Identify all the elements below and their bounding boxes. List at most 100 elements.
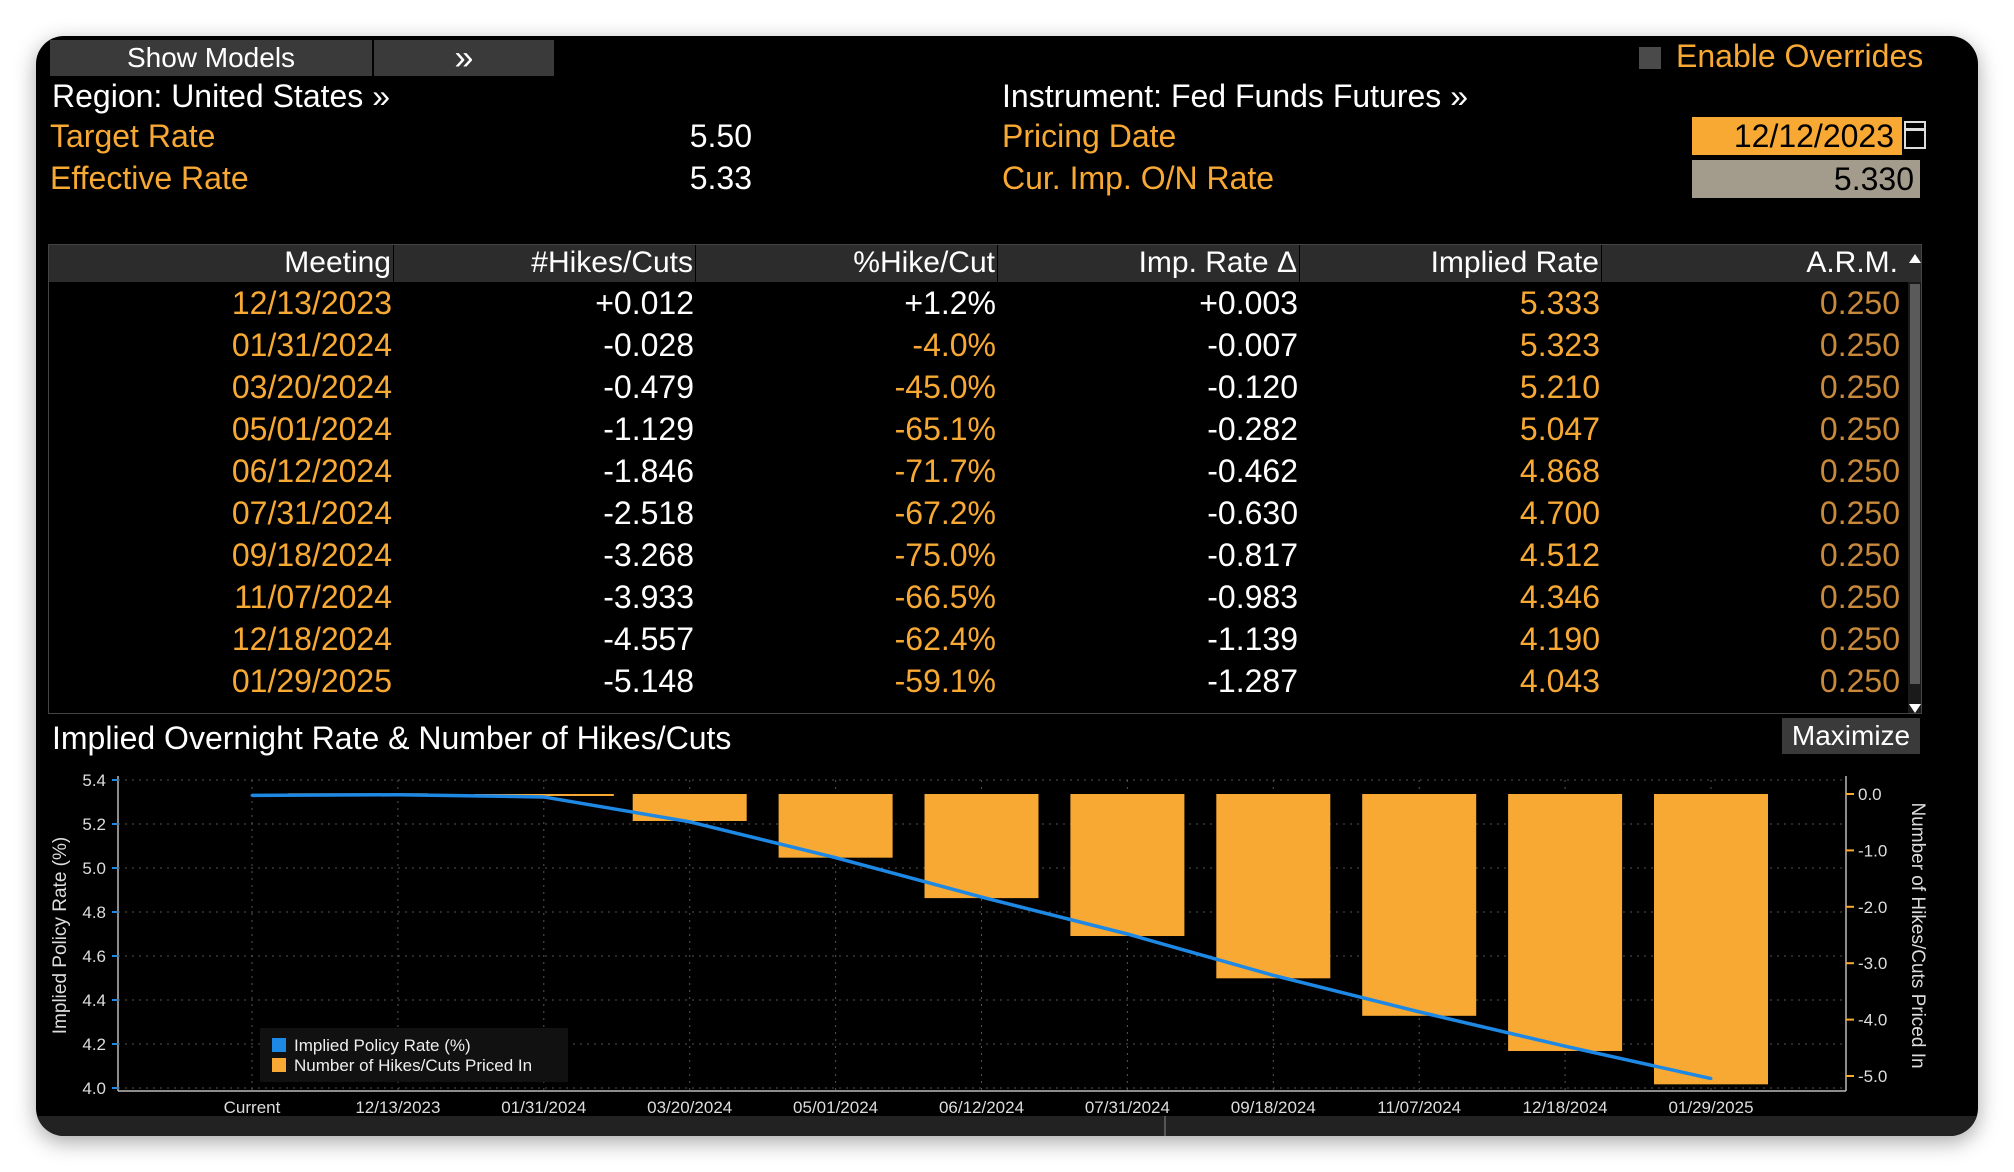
arm-value: 0.250	[1819, 285, 1900, 321]
scroll-up-icon[interactable]	[1909, 254, 1921, 263]
table-row[interactable]: 11/07/2024 -3.933 -66.5% -0.983 4.346 0.…	[48, 576, 1908, 618]
x-tick-label: 05/01/2024	[793, 1098, 878, 1116]
cur-imp-rate-field[interactable]: 5.330	[1692, 160, 1920, 198]
pricing-date-field[interactable]: 12/12/2023	[1692, 117, 1902, 155]
table-row[interactable]: 01/31/2024 -0.028 -4.0% -0.007 5.323 0.2…	[48, 324, 1908, 366]
region-selector[interactable]: Region: United States »	[52, 78, 390, 114]
scroll-down-icon[interactable]	[1909, 704, 1921, 713]
table-row[interactable]: 09/18/2024 -3.268 -75.0% -0.817 4.512 0.…	[48, 534, 1908, 576]
x-tick-label: 11/07/2024	[1377, 1098, 1461, 1116]
y2-tick-label: -3.0	[1858, 954, 1887, 973]
col-meeting[interactable]: Meeting	[48, 244, 394, 282]
point-implied-rate	[542, 795, 546, 799]
bar-hikes-cuts	[473, 794, 614, 796]
arm-value: 0.250	[1819, 369, 1900, 405]
y2-tick-label: -1.0	[1858, 841, 1887, 860]
imp-rate-delta: +0.003	[1199, 285, 1298, 321]
meeting-date: 05/01/2024	[231, 411, 392, 447]
y2-axis-title: Number of Hikes/Cuts Priced In	[1907, 802, 1928, 1068]
x-tick-label: 01/31/2024	[501, 1098, 586, 1116]
imp-rate-delta: -0.120	[1207, 369, 1298, 405]
table-row[interactable]: 05/01/2024 -1.129 -65.1% -0.282 5.047 0.…	[48, 408, 1908, 450]
pct-hike-cut: -62.4%	[894, 621, 996, 657]
show-models-button[interactable]: Show Models	[50, 40, 372, 76]
imp-rate-delta: -0.983	[1207, 579, 1298, 615]
pct-hike-cut: -4.0%	[912, 327, 996, 363]
scrollbar-thumb[interactable]	[1910, 284, 1920, 684]
imp-rate-delta: -0.630	[1207, 495, 1298, 531]
table-row[interactable]: 07/31/2024 -2.518 -67.2% -0.630 4.700 0.…	[48, 492, 1908, 534]
y-tick-label: 5.2	[82, 815, 106, 834]
forward-button[interactable]: »	[374, 40, 554, 76]
imp-rate-delta: -0.007	[1207, 327, 1298, 363]
y-tick-label: 5.0	[82, 859, 106, 878]
enable-overrides-label[interactable]: Enable Overrides	[1676, 38, 1924, 74]
col-imp-rate-delta[interactable]: Imp. Rate Δ	[998, 244, 1300, 282]
col-arm[interactable]: A.R.M.	[1806, 246, 1898, 279]
x-tick-label: 03/20/2024	[647, 1098, 732, 1116]
y2-tick-label: -2.0	[1858, 898, 1887, 917]
chart-title: Implied Overnight Rate & Number of Hikes…	[52, 720, 732, 756]
point-implied-rate	[1563, 1044, 1567, 1048]
table-row[interactable]: 03/20/2024 -0.479 -45.0% -0.120 5.210 0.…	[48, 366, 1908, 408]
hikes-cuts: -4.557	[603, 621, 694, 657]
status-bar	[36, 1116, 1978, 1136]
imp-rate-delta: -1.139	[1207, 621, 1298, 657]
meeting-date: 11/07/2024	[234, 579, 392, 615]
x-tick-label: 12/13/2023	[355, 1098, 440, 1116]
arm-value: 0.250	[1819, 621, 1900, 657]
pct-hike-cut: +1.2%	[904, 285, 996, 321]
table-row[interactable]: 01/29/2025 -5.148 -59.1% -1.287 4.043 0.…	[48, 660, 1908, 702]
x-tick-label: 12/18/2024	[1523, 1098, 1608, 1116]
bar-hikes-cuts	[632, 794, 747, 822]
hikes-cuts: -0.028	[603, 327, 694, 363]
y-tick-label: 5.4	[82, 771, 106, 790]
hikes-cuts: -5.148	[603, 663, 694, 699]
imp-rate-delta: -1.287	[1207, 663, 1298, 699]
implied-rate: 4.190	[1519, 621, 1600, 657]
table-row[interactable]: 06/12/2024 -1.846 -71.7% -0.462 4.868 0.…	[48, 450, 1908, 492]
hikes-cuts: -2.518	[603, 495, 694, 531]
meeting-date: 06/12/2024	[231, 453, 392, 489]
implied-rate: 5.323	[1519, 327, 1600, 363]
imp-rate-delta: -0.462	[1207, 453, 1298, 489]
chart-area: 4.0 4.2 4.4 4.6 4.8 5.0 5.2 5.4 0.0 -1.0 -2.0 -3.0 -…	[50, 771, 1928, 1116]
pct-hike-cut: -75.0%	[894, 537, 996, 573]
bar-hikes-cuts	[1362, 794, 1477, 1016]
x-tick-label: Current	[224, 1098, 281, 1116]
meeting-date: 01/29/2025	[231, 663, 392, 699]
point-implied-rate	[1709, 1077, 1713, 1081]
meeting-date: 07/31/2024	[231, 495, 392, 531]
pct-hike-cut: -45.0%	[894, 369, 996, 405]
arm-value: 0.250	[1819, 495, 1900, 531]
bar-hikes-cuts	[924, 794, 1039, 899]
hikes-cuts: -3.268	[603, 537, 694, 573]
meeting-date: 12/18/2024	[231, 621, 392, 657]
bar-hikes-cuts	[1070, 794, 1185, 937]
col-implied-rate[interactable]: Implied Rate	[1300, 244, 1602, 282]
x-tick-label: 09/18/2024	[1231, 1098, 1316, 1116]
table-row[interactable]: 12/13/2023 +0.012 +1.2% +0.003 5.333 0.2…	[48, 282, 1908, 324]
y2-tick-label: -4.0	[1858, 1011, 1887, 1030]
point-implied-rate	[1125, 932, 1129, 936]
calendar-icon[interactable]	[1904, 121, 1926, 149]
target-rate-value: 5.50	[689, 118, 752, 154]
col-pct-hike-cut[interactable]: %Hike/Cut	[696, 244, 998, 282]
point-implied-rate	[980, 895, 983, 899]
arm-value: 0.250	[1819, 579, 1900, 615]
implied-rate: 4.868	[1519, 453, 1600, 489]
y-axis-title: Implied Policy Rate (%)	[50, 837, 71, 1034]
implied-rate: 4.043	[1519, 663, 1600, 699]
legend-swatch-bar	[272, 1058, 286, 1072]
arm-value: 0.250	[1819, 411, 1900, 447]
table-row[interactable]: 12/18/2024 -4.557 -62.4% -1.139 4.190 0.…	[48, 618, 1908, 660]
pct-hike-cut: -71.7%	[894, 453, 996, 489]
instrument-selector[interactable]: Instrument: Fed Funds Futures »	[1002, 78, 1468, 114]
enable-overrides-checkbox[interactable]	[1639, 47, 1661, 69]
implied-rate: 5.047	[1519, 411, 1600, 447]
point-implied-rate	[834, 856, 838, 860]
col-hikes-cuts[interactable]: #Hikes/Cuts	[394, 244, 696, 282]
meeting-date: 03/20/2024	[231, 369, 392, 405]
maximize-button[interactable]: Maximize	[1782, 718, 1920, 754]
arm-value: 0.250	[1819, 663, 1900, 699]
